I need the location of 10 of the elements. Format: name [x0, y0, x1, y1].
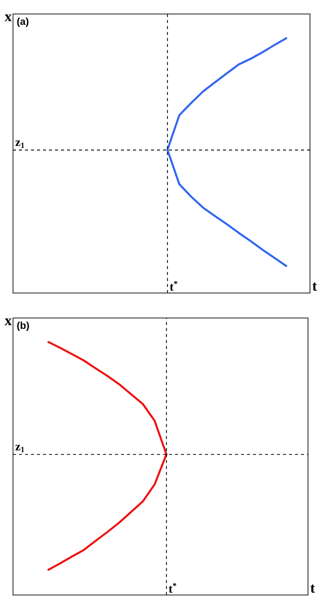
ref-line-label: z$_{1}$ — [15, 140, 24, 148]
chart-title: (a) — [17, 18, 28, 27]
text: t$^{*}$ — [170, 281, 178, 291]
y-axis-title: x — [4, 318, 12, 326]
text: t$^{*}$ — [168, 583, 176, 593]
x-axis-title: t — [310, 584, 315, 593]
chart-title: (b) — [17, 322, 29, 331]
ref-line-label: z$_{1}$ — [15, 444, 24, 452]
x-axis-title: t — [312, 282, 317, 291]
y-axis-title: x — [4, 14, 12, 22]
